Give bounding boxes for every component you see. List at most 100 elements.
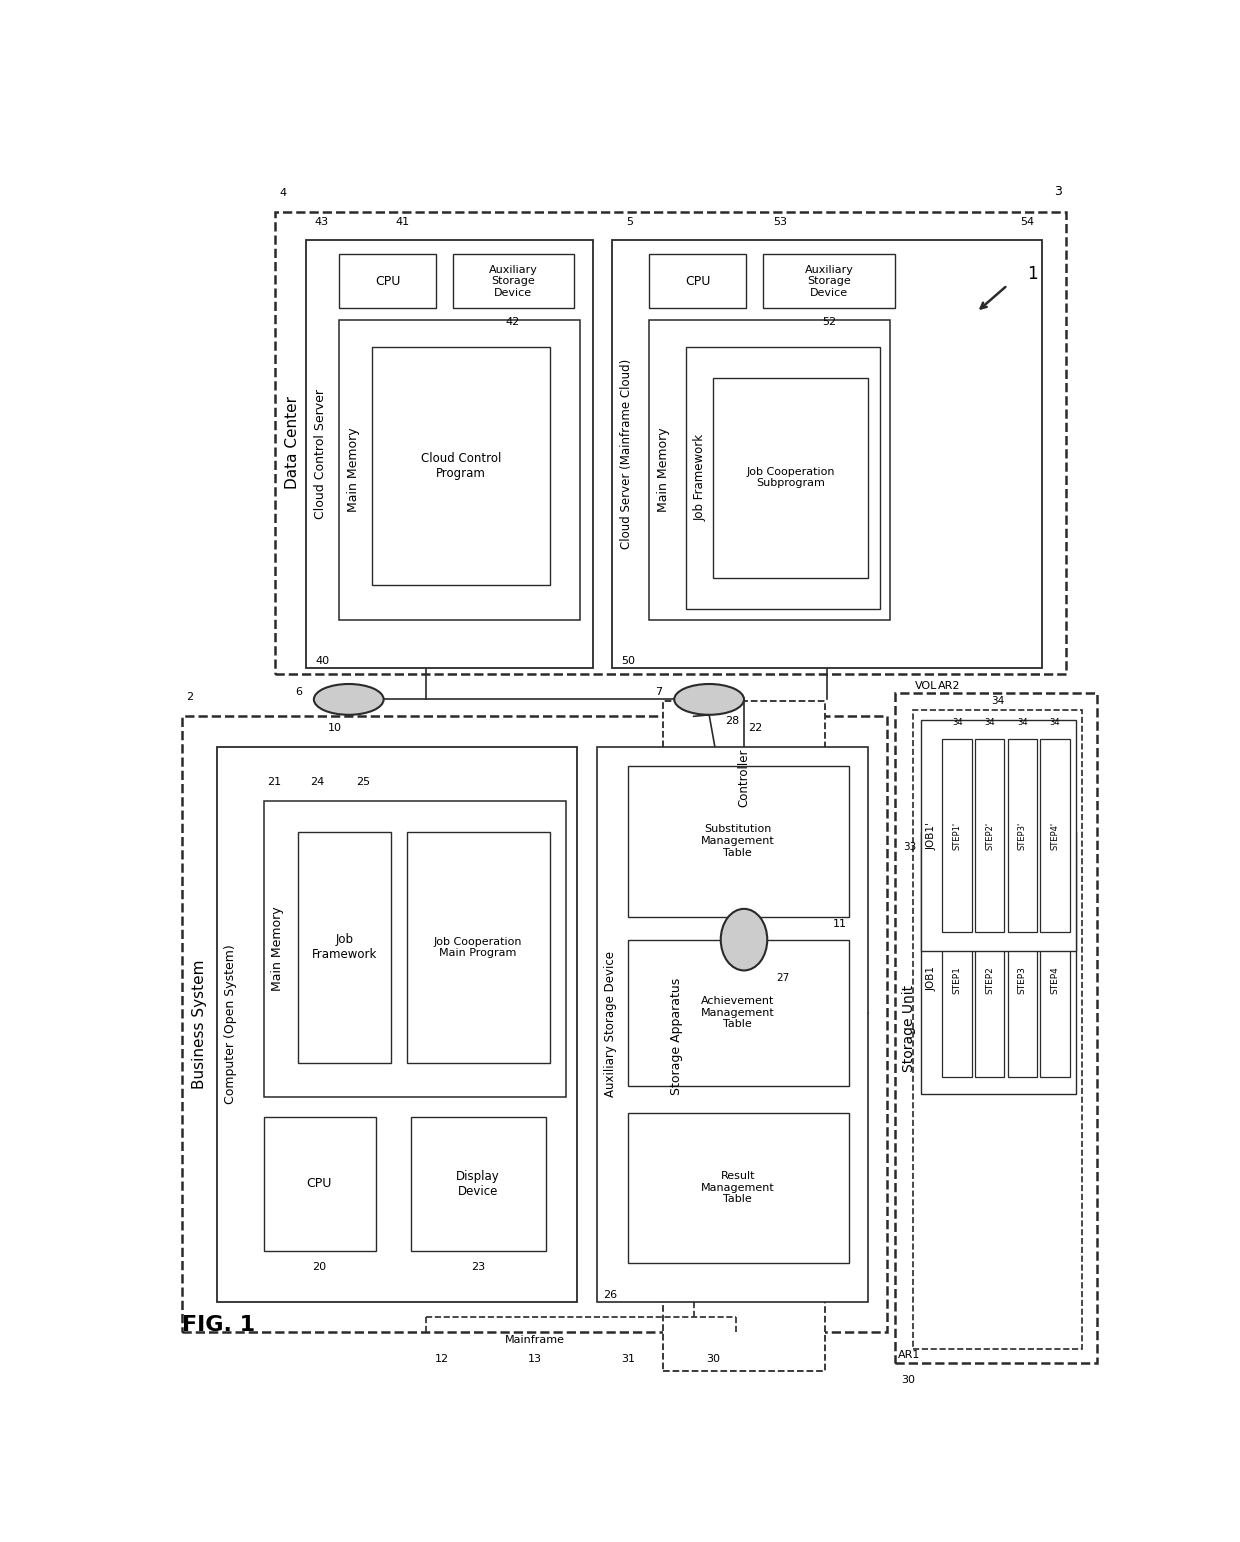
Text: Auxiliary
Storage
Device: Auxiliary Storage Device: [805, 265, 853, 298]
Bar: [920, 831, 1075, 862]
Bar: [975, 884, 1004, 1076]
Bar: [182, 717, 888, 1332]
Text: AR1: AR1: [898, 1351, 920, 1360]
Text: 12: 12: [435, 1354, 449, 1365]
Text: Storage Apparatus: Storage Apparatus: [670, 978, 683, 1095]
Text: 32: 32: [952, 864, 962, 871]
Bar: [920, 720, 1075, 951]
Text: CPU: CPU: [306, 1177, 332, 1190]
Bar: [764, 254, 895, 308]
Bar: [340, 319, 579, 620]
Text: 51: 51: [653, 296, 667, 305]
Text: Cloud Control Server: Cloud Control Server: [314, 389, 326, 518]
Text: 33: 33: [904, 842, 916, 853]
Bar: [1040, 884, 1070, 1076]
Text: 3: 3: [1054, 185, 1061, 197]
Text: Mainframe: Mainframe: [505, 1335, 564, 1345]
Bar: [686, 347, 879, 609]
Text: STEP1': STEP1': [952, 822, 962, 850]
Bar: [407, 831, 551, 1062]
Text: CPU: CPU: [374, 274, 401, 288]
Bar: [613, 241, 1043, 668]
Text: CPU: CPU: [684, 274, 711, 288]
Text: 4: 4: [279, 188, 286, 197]
Ellipse shape: [675, 685, 744, 715]
Bar: [913, 711, 1081, 1349]
Text: Job Cooperation
Main Program: Job Cooperation Main Program: [434, 936, 522, 958]
Text: 2: 2: [186, 692, 193, 703]
Text: 32: 32: [1017, 864, 1028, 871]
Bar: [263, 800, 565, 1098]
Bar: [1040, 740, 1070, 931]
Text: Display
Device: Display Device: [456, 1170, 500, 1198]
Text: 31: 31: [621, 1354, 635, 1365]
Bar: [942, 884, 972, 1076]
Text: Main Memory: Main Memory: [272, 907, 284, 992]
Text: 32: 32: [985, 864, 994, 871]
Text: VOL: VOL: [915, 680, 937, 691]
Text: 10: 10: [327, 723, 342, 734]
Text: 7: 7: [656, 686, 662, 697]
Bar: [372, 347, 551, 586]
Text: Result
Management
Table: Result Management Table: [701, 1170, 775, 1204]
Text: STEP3': STEP3': [1018, 822, 1027, 850]
Text: Data Center: Data Center: [285, 396, 300, 489]
Bar: [217, 748, 578, 1301]
Bar: [340, 254, 436, 308]
Text: 1: 1: [1027, 265, 1038, 282]
Text: 6: 6: [295, 686, 303, 697]
Text: AR2: AR2: [937, 680, 960, 691]
Text: Achievement
Management
Table: Achievement Management Table: [701, 996, 775, 1030]
Text: FIG. 1: FIG. 1: [182, 1315, 255, 1335]
Text: 40: 40: [315, 657, 330, 666]
Text: STEP4': STEP4': [1050, 822, 1059, 850]
Text: JOB1': JOB1': [926, 822, 936, 850]
Text: 27: 27: [776, 973, 790, 984]
Bar: [263, 1116, 376, 1252]
Text: 22: 22: [749, 723, 763, 734]
Text: 32: 32: [1049, 864, 1060, 871]
Text: Auxiliary Storage Device: Auxiliary Storage Device: [604, 951, 618, 1098]
Text: STEP4: STEP4: [1050, 967, 1059, 995]
Text: 28: 28: [725, 715, 739, 726]
Text: Job Cooperation
Subprogram: Job Cooperation Subprogram: [746, 467, 835, 489]
Text: 24: 24: [310, 777, 324, 786]
Text: 34: 34: [952, 719, 962, 728]
Text: STEP2': STEP2': [985, 822, 994, 850]
Text: Business System: Business System: [192, 959, 207, 1089]
Bar: [942, 740, 972, 931]
Bar: [650, 319, 890, 620]
Text: Job
Framework: Job Framework: [312, 933, 377, 961]
Bar: [1007, 740, 1037, 931]
Text: 13: 13: [528, 1354, 542, 1365]
Text: 42: 42: [506, 318, 520, 327]
Bar: [596, 748, 868, 1301]
Text: 25: 25: [357, 777, 371, 786]
Text: 34: 34: [1049, 719, 1060, 728]
Text: Cloud Server (Mainframe Cloud): Cloud Server (Mainframe Cloud): [620, 359, 632, 549]
Text: 34: 34: [985, 719, 994, 728]
Ellipse shape: [314, 685, 383, 715]
Text: 26: 26: [603, 1291, 618, 1300]
Text: 21: 21: [268, 777, 281, 786]
Text: Substitution
Management
Table: Substitution Management Table: [701, 825, 775, 857]
Text: Controller: Controller: [738, 749, 750, 806]
Text: 5: 5: [626, 216, 634, 227]
Ellipse shape: [720, 908, 768, 970]
Text: 34: 34: [992, 697, 1004, 706]
Bar: [454, 254, 573, 308]
Text: STEP2: STEP2: [985, 967, 994, 995]
Text: Main Memory: Main Memory: [657, 427, 670, 512]
Text: Storage Unit: Storage Unit: [901, 985, 916, 1072]
Bar: [662, 702, 826, 1371]
Bar: [1007, 884, 1037, 1076]
Text: STEP3: STEP3: [1018, 967, 1027, 995]
Text: STEP1: STEP1: [952, 967, 962, 995]
Bar: [306, 241, 593, 668]
Bar: [299, 831, 392, 1062]
Text: 30: 30: [901, 1374, 915, 1385]
Text: 50: 50: [621, 657, 636, 666]
Bar: [275, 211, 1065, 674]
Text: 52: 52: [822, 318, 836, 327]
Text: 11: 11: [833, 919, 847, 930]
